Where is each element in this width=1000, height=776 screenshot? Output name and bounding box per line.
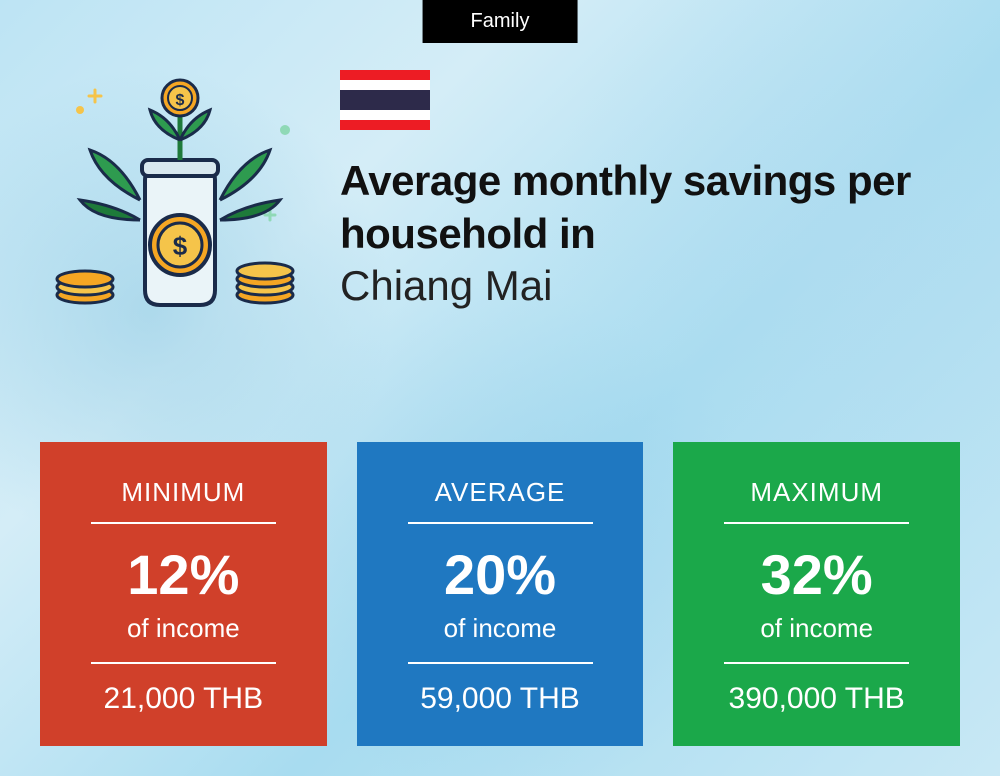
title-bold: Average monthly savings per household in [340, 155, 950, 260]
card-label: MINIMUM [121, 477, 245, 508]
card-percent: 12% [127, 542, 239, 607]
card-percent: 20% [444, 542, 556, 607]
card-maximum: MAXIMUM 32% of income 390,000 THB [673, 442, 960, 746]
card-amount: 59,000 THB [420, 682, 580, 716]
card-minimum: MINIMUM 12% of income 21,000 THB [40, 442, 327, 746]
card-divider [724, 662, 909, 664]
card-divider [91, 522, 276, 524]
card-sub: of income [127, 613, 240, 644]
card-divider [408, 522, 593, 524]
stat-cards: MINIMUM 12% of income 21,000 THB AVERAGE… [40, 442, 960, 746]
category-tab: Family [423, 0, 578, 43]
svg-text:$: $ [176, 92, 185, 109]
card-divider [91, 662, 276, 664]
svg-text:$: $ [173, 231, 188, 261]
card-sub: of income [444, 613, 557, 644]
savings-illustration: $ $ [50, 60, 310, 320]
header-area: $ $ Average monthly savings per househol… [50, 60, 950, 320]
card-amount: 390,000 THB [729, 682, 905, 716]
card-label: AVERAGE [435, 477, 566, 508]
title-block: Average monthly savings per household in… [340, 60, 950, 313]
card-label: MAXIMUM [750, 477, 883, 508]
card-divider [724, 522, 909, 524]
card-sub: of income [760, 613, 873, 644]
title-light: Chiang Mai [340, 260, 950, 313]
card-amount: 21,000 THB [104, 682, 264, 716]
thailand-flag-icon [340, 70, 430, 130]
card-percent: 32% [761, 542, 873, 607]
card-average: AVERAGE 20% of income 59,000 THB [357, 442, 644, 746]
card-divider [408, 662, 593, 664]
